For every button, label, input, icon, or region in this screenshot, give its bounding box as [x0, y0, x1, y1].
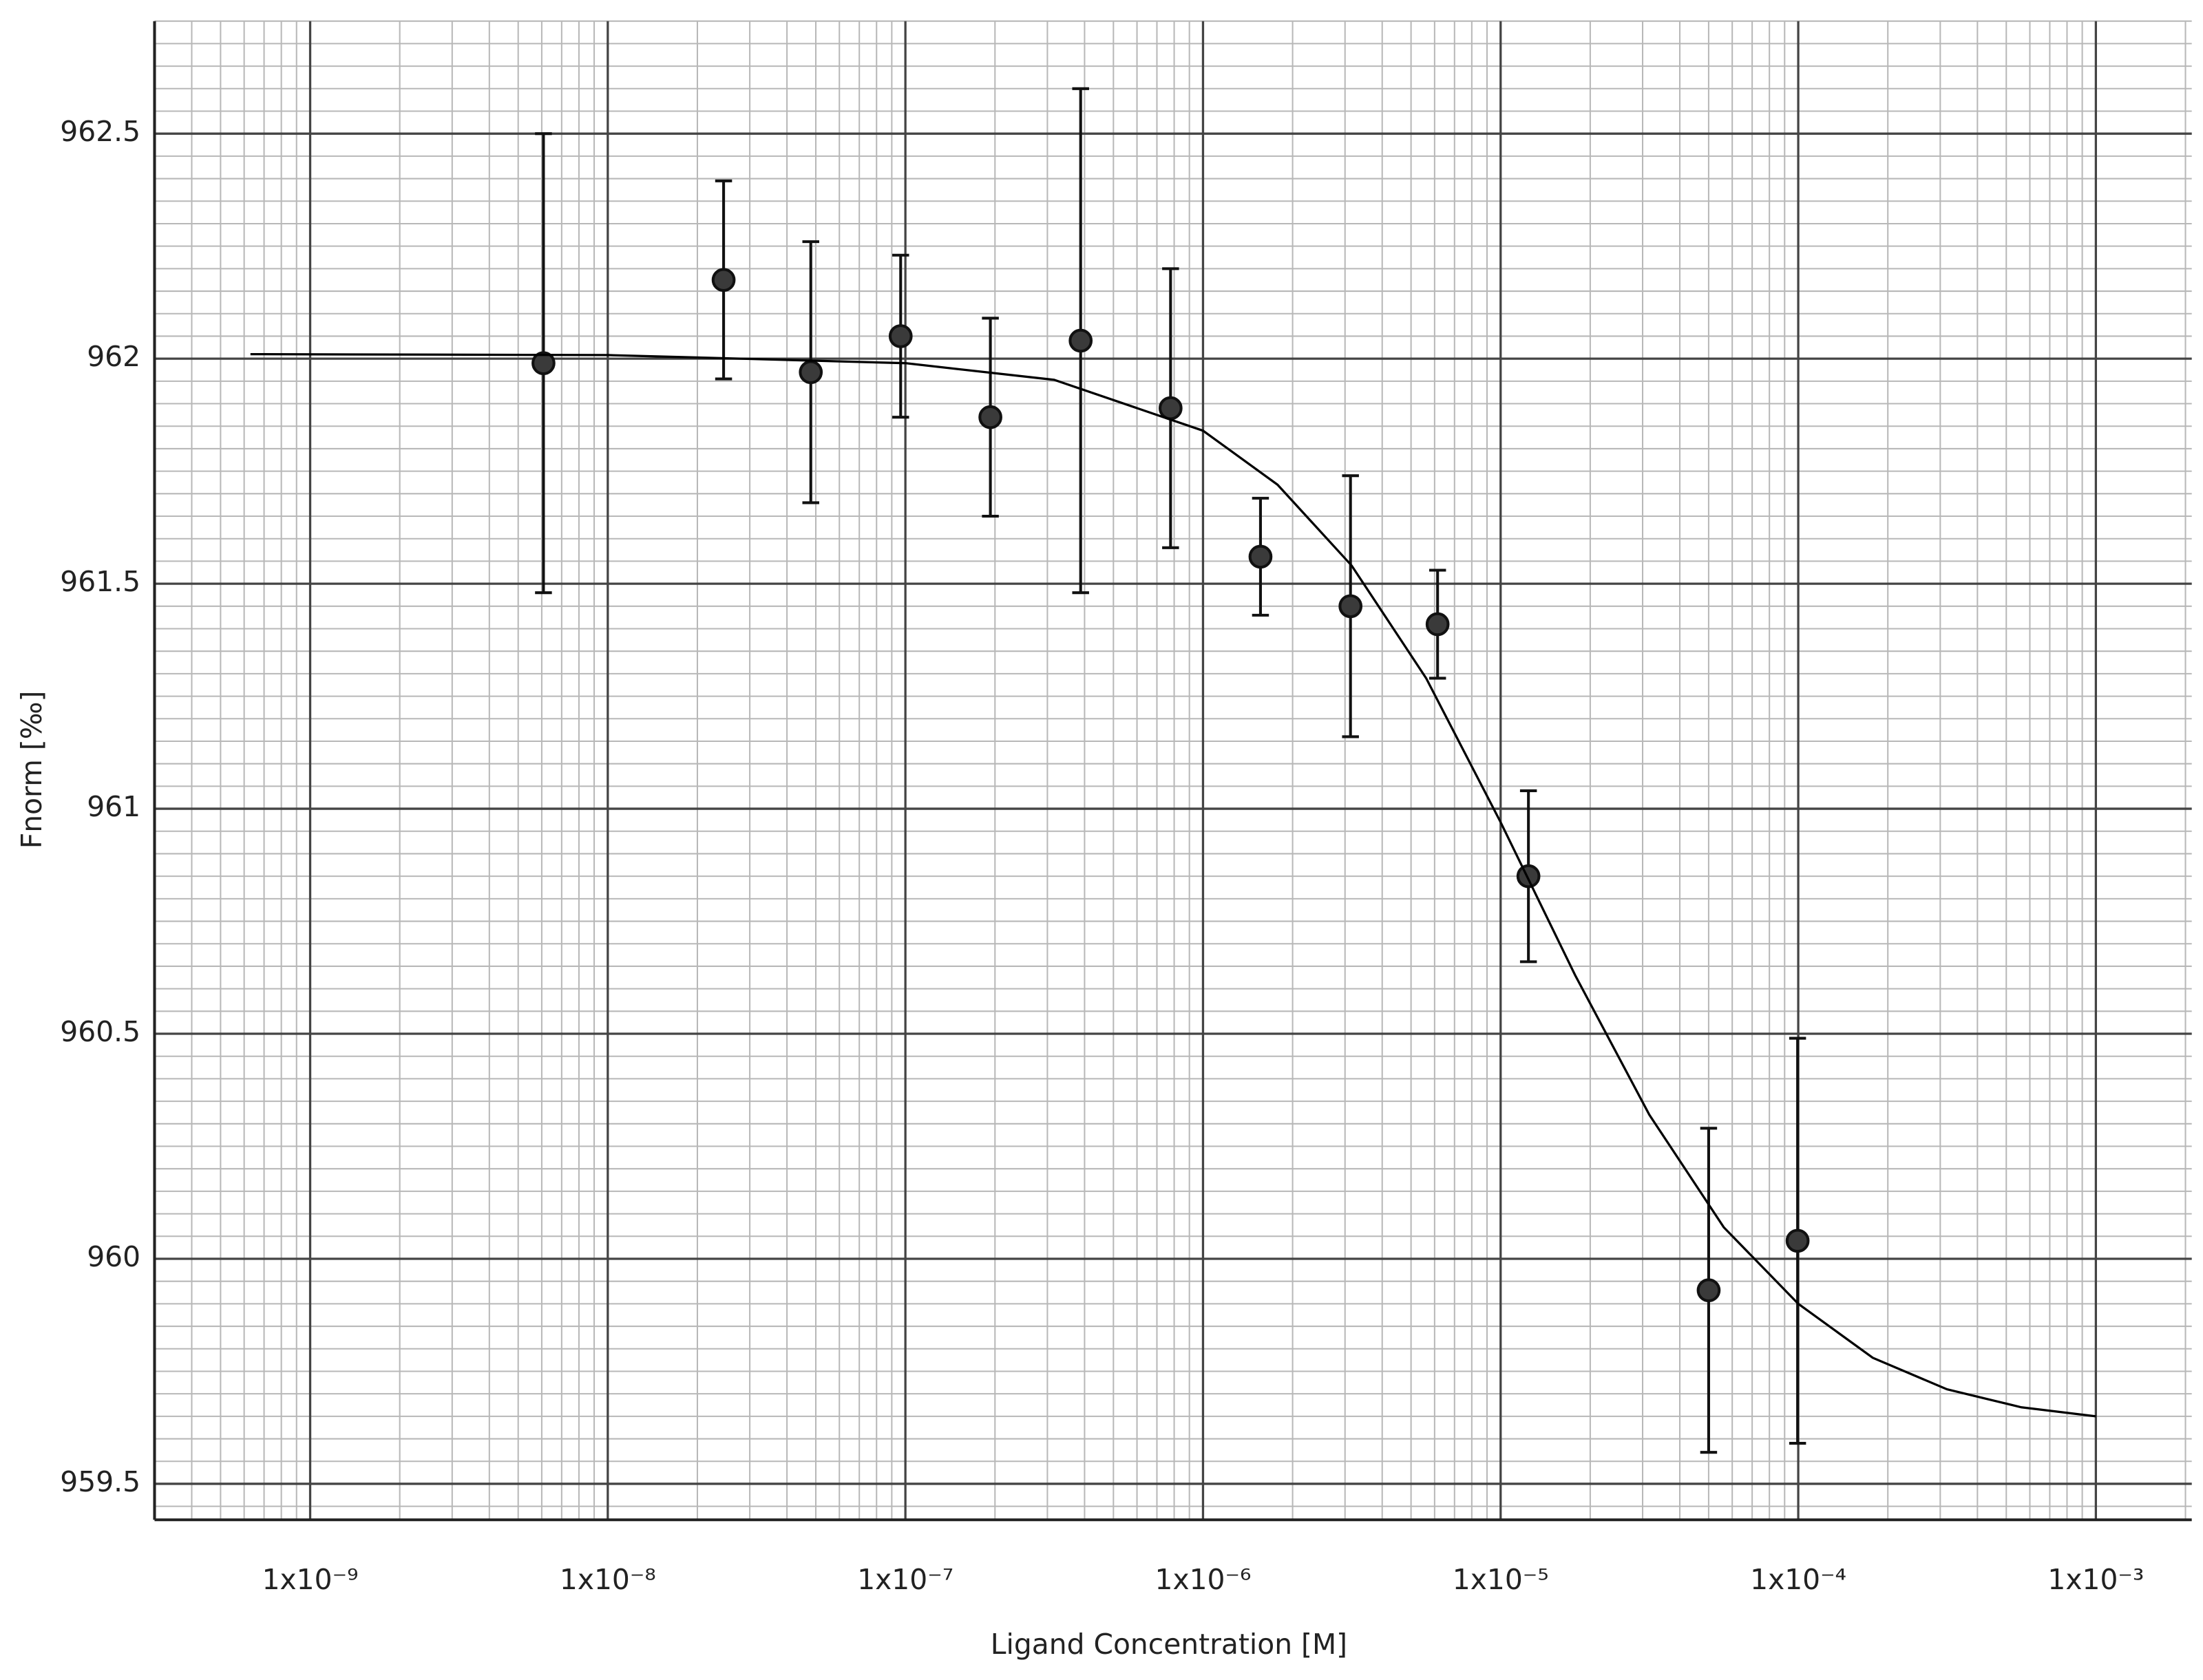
x-tick-label: 1x10⁻³ — [2047, 1563, 2144, 1596]
x-axis-label: Ligand Concentration [M] — [991, 1628, 1347, 1661]
data-point — [1338, 594, 1363, 619]
y-tick-label: 959.5 — [60, 1465, 140, 1498]
y-tick-label: 962.5 — [60, 115, 140, 148]
y-tick-label: 960.5 — [60, 1015, 140, 1048]
data-point — [1068, 328, 1093, 353]
data-point — [978, 405, 1002, 429]
data-point — [711, 268, 736, 293]
x-tick-label: 1x10⁻⁴ — [1750, 1563, 1846, 1596]
y-tick-label: 960 — [87, 1240, 140, 1273]
data-point — [1696, 1278, 1721, 1303]
data-point — [1785, 1229, 1810, 1253]
fit-line — [250, 352, 2096, 1418]
data-point — [1248, 544, 1273, 569]
data-point — [1158, 396, 1183, 421]
x-tick-label: 1x10⁻⁵ — [1453, 1563, 1549, 1596]
y-tick-label: 961.5 — [60, 565, 140, 598]
x-tick-label: 1x10⁻⁶ — [1155, 1563, 1252, 1596]
y-axis-label: Fnorm [‰] — [15, 691, 48, 849]
data-point — [1516, 864, 1541, 889]
grid — [154, 20, 2192, 1520]
x-tick-label: 1x10⁻⁷ — [857, 1563, 953, 1596]
y-tick-label: 962 — [87, 340, 140, 373]
data-point — [888, 324, 913, 348]
x-tick-label: 1x10⁻⁸ — [560, 1563, 656, 1596]
data-point — [1425, 612, 1450, 637]
data-point — [799, 360, 823, 385]
x-tick-label: 1x10⁻⁹ — [262, 1563, 359, 1596]
y-tick-label: 961 — [87, 790, 140, 823]
data-point — [531, 351, 556, 376]
